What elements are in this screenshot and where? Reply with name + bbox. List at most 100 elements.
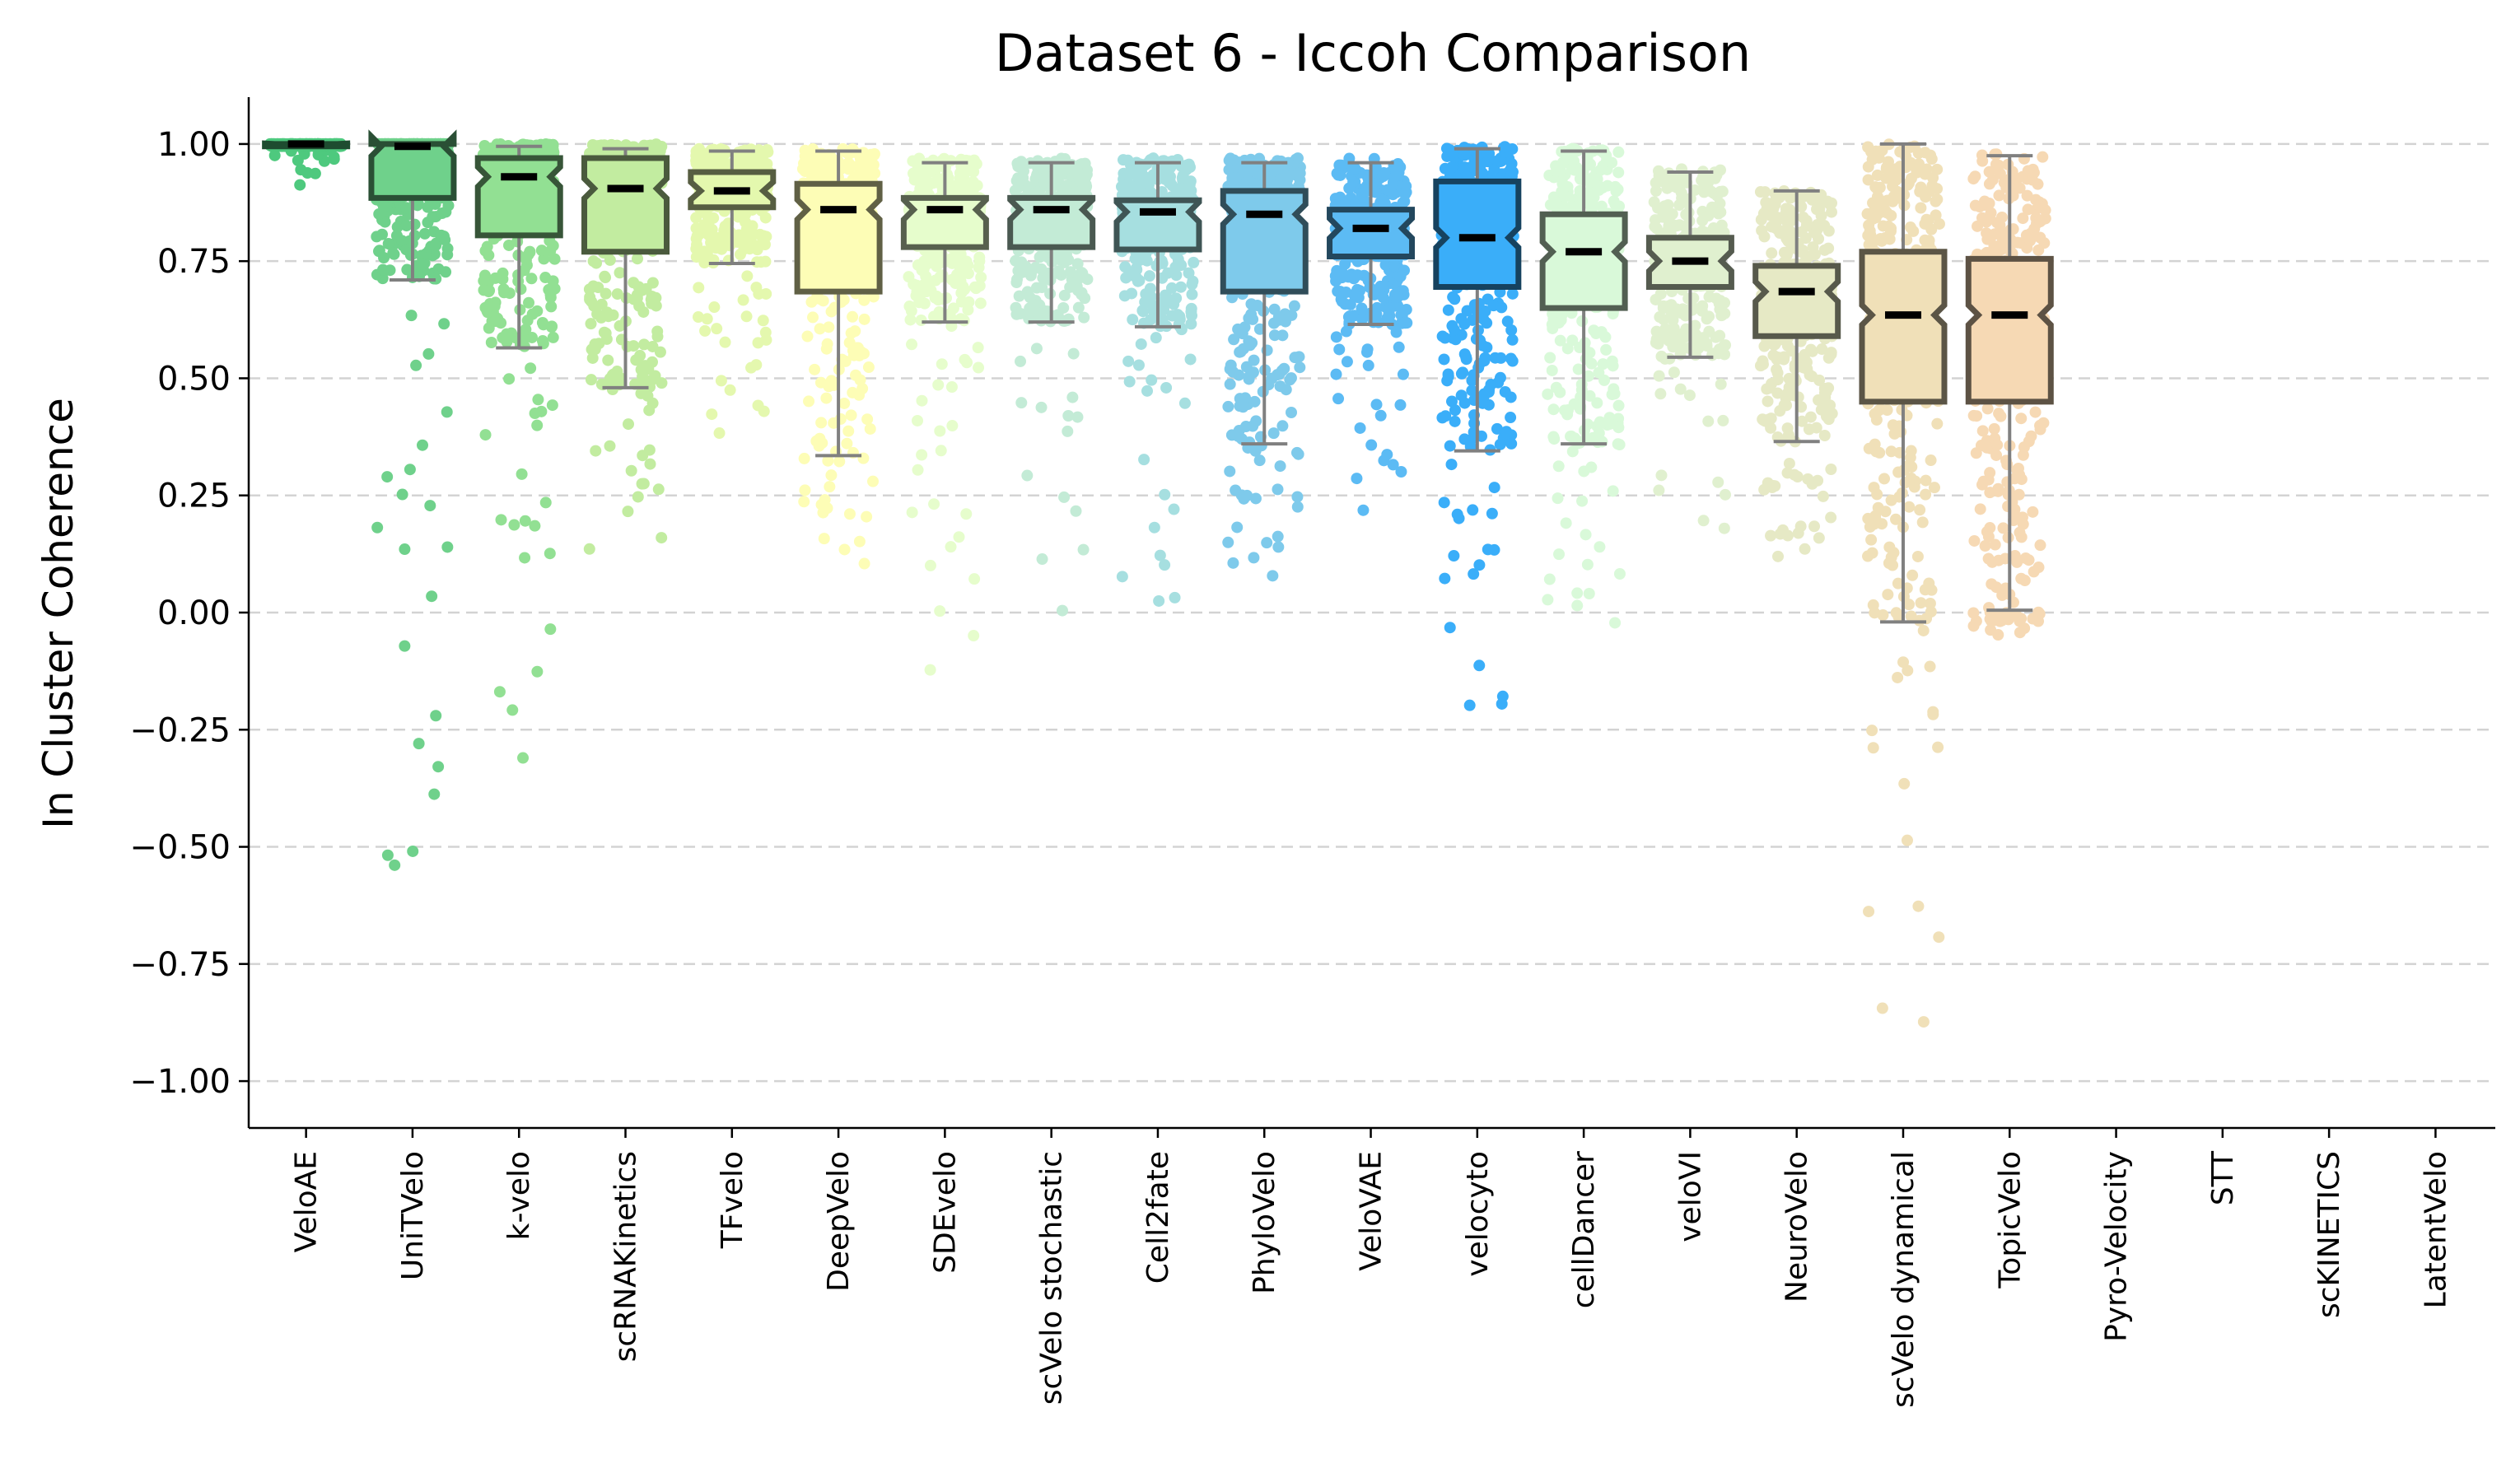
strip-point [1053,254,1066,266]
strip-point [861,510,873,523]
strip-point [1330,331,1342,343]
strip-point [436,207,448,220]
strip-point [838,294,850,306]
strip-point [1370,308,1383,320]
strip-point [1143,270,1155,282]
strip-point [693,282,705,294]
strip-point [1340,325,1352,338]
strip-point [1138,454,1150,466]
strip-point [1158,295,1170,307]
strip-point [1332,393,1345,405]
strip-point [532,394,544,406]
strip-point [1015,307,1027,319]
strip-point [1071,411,1084,423]
strip-point [858,557,870,570]
strip-point [479,429,492,441]
strip-point [903,271,915,283]
strip-point [917,260,930,273]
strip-point [1224,378,1236,390]
strip-point [546,399,558,412]
strip-point [1393,341,1405,353]
strip-point [1444,440,1456,452]
strip-point [858,313,870,325]
strip-point [759,212,772,224]
strip-point [803,395,815,408]
strip-point [1130,262,1142,274]
strip-point [381,471,394,483]
strip-point [1035,401,1048,413]
strip-point [376,228,389,240]
strip-point [971,179,983,192]
strip-point [1351,473,1363,485]
strip-point [1267,427,1280,440]
strip-point [1463,699,1476,711]
strip-point [975,271,987,283]
strip-point [691,230,703,242]
strip-point [968,630,980,642]
strip-point [505,327,517,339]
strip-point [815,417,828,429]
strip-point [821,338,833,350]
strip-point [1080,168,1093,180]
strip-point [1272,530,1284,543]
strip-point [634,349,646,361]
strip-point [1129,253,1141,265]
strip-point [823,380,835,393]
strip-point [1487,300,1500,312]
strip-point [861,413,874,426]
strip-point [1025,267,1038,279]
strip-point [1473,559,1486,571]
strip-point [760,287,772,300]
strip-point [586,352,599,364]
strip-point [590,257,603,269]
strip-point [1117,154,1129,166]
strip-point [964,156,977,169]
strip-point [1374,409,1387,422]
strip-point [1231,521,1244,534]
strip-point [1013,290,1025,302]
strip-point [428,788,441,800]
strip-point [1015,174,1028,186]
strip-point [1473,659,1486,672]
strip-point [955,296,968,308]
strip-point [1439,572,1451,585]
strip-point [529,408,541,420]
strip-point [309,167,321,179]
strip-point [485,336,497,348]
strip-point [1237,343,1249,355]
strip-point [516,468,528,480]
strip-point [1185,184,1197,197]
strip-point [1126,287,1138,300]
strip-point [1494,438,1506,450]
strip-point [745,222,758,235]
strip-point [706,408,718,421]
strip-point [1496,697,1508,710]
strip-point [611,288,623,301]
strip-point [1268,163,1281,175]
strip-point [1241,166,1253,179]
strip-point [544,288,557,301]
strip-point [1135,338,1147,350]
strip-point [656,377,668,389]
strip-point [1067,347,1080,360]
strip-point [752,399,764,412]
strip-point [1064,281,1076,293]
strip-point [1030,282,1043,294]
strip-point [715,375,727,387]
strip-point [1062,409,1075,422]
strip-point [536,335,548,347]
strip-point [1341,356,1353,368]
strip-point [382,238,394,250]
strip-point [741,270,754,282]
strip-point [1079,292,1091,305]
strip-point [913,296,926,309]
strip-point [546,320,558,333]
strip-point [838,543,851,556]
strip-point [749,158,761,170]
strip-point [841,437,853,450]
strip-point [1445,395,1458,408]
strip-point [587,280,600,292]
strip-point [916,394,928,407]
strip-point [1276,329,1289,342]
strip-point [757,315,769,327]
